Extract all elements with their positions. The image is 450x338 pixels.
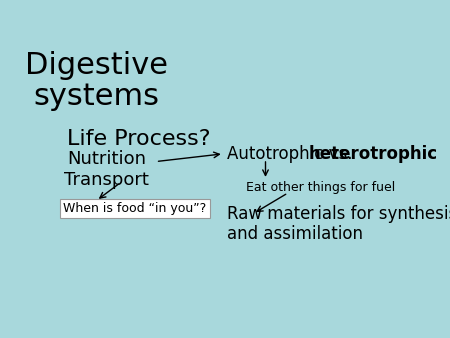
Text: Nutrition
Transport: Nutrition Transport <box>64 150 149 189</box>
Text: Eat other things for fuel: Eat other things for fuel <box>246 181 396 194</box>
Text: Raw materials for synthesis
and assimilation: Raw materials for synthesis and assimila… <box>227 204 450 243</box>
Text: heterotrophic: heterotrophic <box>309 145 438 163</box>
Text: Autotrophic vs.: Autotrophic vs. <box>227 145 358 163</box>
Text: Digestive
systems: Digestive systems <box>25 51 168 111</box>
Text: When is food “in you”?: When is food “in you”? <box>63 202 207 215</box>
Text: Life Process?: Life Process? <box>67 129 210 149</box>
